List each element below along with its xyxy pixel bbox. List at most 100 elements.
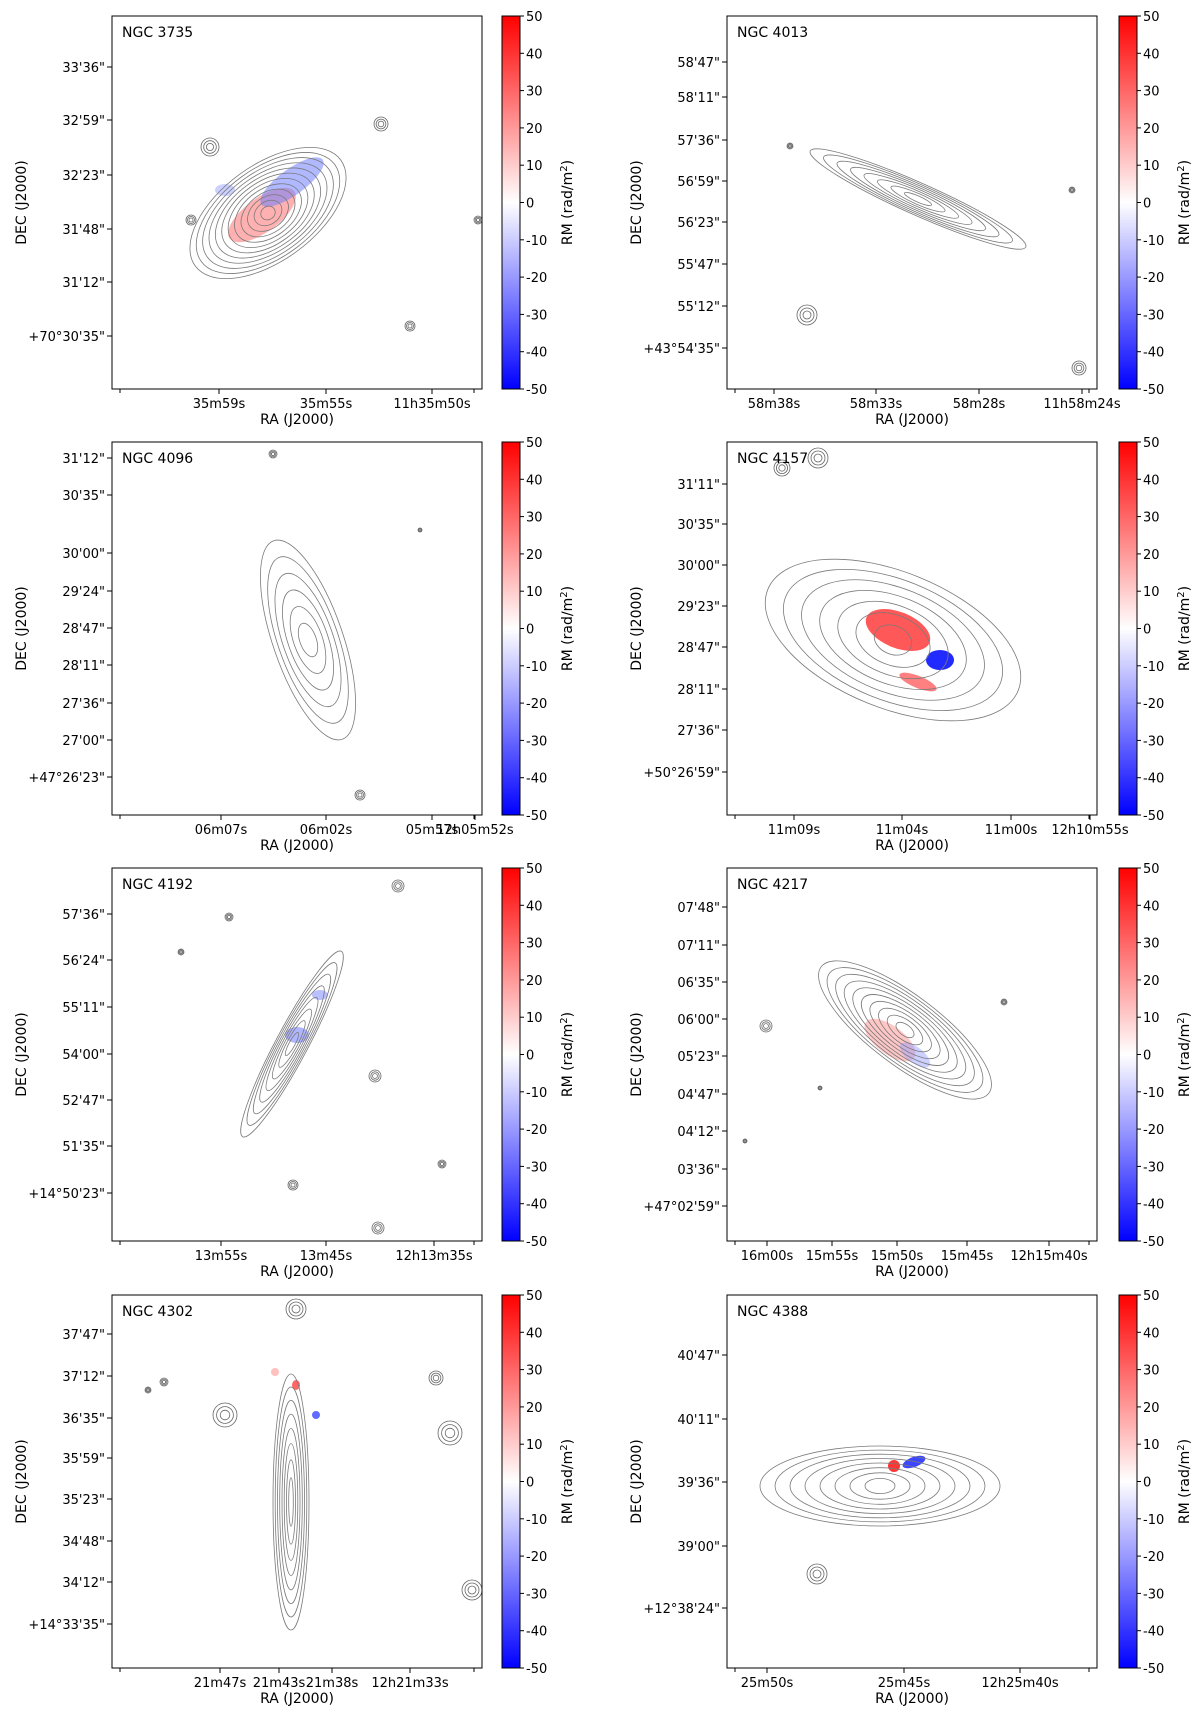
- background-source: [438, 1160, 446, 1168]
- contour: [260, 539, 356, 741]
- axes-frame: [111, 1294, 483, 1669]
- x-tick-label: 35m55s: [300, 397, 353, 412]
- contour: [834, 1467, 926, 1505]
- contour: [289, 606, 327, 674]
- colorbar-tick-label: -20: [1143, 1123, 1164, 1138]
- background-source: [203, 140, 217, 154]
- colorbar-tick-label: 10: [1143, 1438, 1160, 1453]
- colorbar-tick-label: -50: [1143, 1662, 1164, 1677]
- colorbar: 50 40 30 20 10 0 -10 -20 -30 -40 -50 RM (rad/m2): [501, 10, 576, 398]
- background-source: [417, 527, 423, 533]
- x-tick-label: 15m50s: [871, 1249, 924, 1264]
- contour: [878, 1007, 932, 1053]
- colorbar-tick-label: 20: [526, 1401, 543, 1416]
- colorbar-gradient: [1118, 867, 1138, 1242]
- contour: [823, 154, 1013, 244]
- background-source: [799, 307, 815, 323]
- background-source: [759, 1019, 773, 1033]
- y-tick-label: 28'47": [62, 622, 105, 637]
- rm-region: [271, 1368, 279, 1376]
- panel-ngc-4388: NGC 4388 40'47" 40'11" 39'36" 39'00" +12°38'2…: [629, 1289, 1193, 1707]
- panel-title: NGC 4388: [737, 1304, 808, 1320]
- rm-region: [899, 672, 937, 692]
- rm-region: [902, 1455, 926, 1469]
- x-tick-label: 11h58m24s: [1043, 397, 1121, 412]
- colorbar-tick-label: 0: [1143, 197, 1151, 212]
- contour: [260, 205, 276, 221]
- y-tick-label: 07'11": [677, 939, 720, 954]
- background-source: [430, 1372, 442, 1384]
- y-tick-label: 37'12": [62, 1370, 105, 1385]
- x-tick-label: 58m33s: [850, 397, 903, 412]
- panel-ngc-4157: NGC 4157 31'11" 30'35" 30'00" 29'23" 28'47" 28…: [629, 436, 1193, 854]
- contour: [835, 973, 975, 1087]
- background-source: [368, 1069, 382, 1083]
- contour: [240, 950, 344, 1138]
- y-axis-label: DEC (J2000): [14, 1012, 30, 1097]
- y-tick-label: +47°02'59": [643, 1200, 720, 1215]
- y-tick-label: 40'47": [677, 1349, 720, 1364]
- background-source: [395, 883, 401, 889]
- contour: [297, 622, 319, 658]
- background-source: [145, 1387, 151, 1393]
- colorbar-tick-label: -30: [526, 308, 547, 323]
- contour: [801, 579, 985, 701]
- background-source: [270, 451, 275, 456]
- colorbar-tick-label: 40: [526, 899, 543, 914]
- contour: [272, 1373, 310, 1631]
- colorbar-tick-label: -20: [526, 1123, 547, 1138]
- colorbar-tick-label: 40: [1143, 1326, 1160, 1341]
- background-source: [796, 304, 818, 326]
- background-source: [373, 1223, 383, 1233]
- background-source: [159, 1377, 169, 1387]
- plot-area: [112, 16, 482, 389]
- colorbar-tick-label: 30: [526, 1364, 543, 1379]
- colorbar-tick-label: 30: [1143, 85, 1160, 100]
- background-source: [1002, 1000, 1006, 1004]
- background-source: [742, 1138, 748, 1144]
- background-source: [461, 1579, 482, 1601]
- x-tick-label: 11m04s: [876, 823, 929, 838]
- panel-title: NGC 4192: [122, 877, 193, 893]
- image-layer: [759, 1445, 1001, 1585]
- contour: [279, 1413, 303, 1591]
- x-tick-label: 25m45s: [878, 1676, 931, 1691]
- colorbar-tick-label: -30: [1143, 734, 1164, 749]
- background-source: [205, 142, 214, 151]
- contour: [259, 985, 325, 1103]
- x-tick-label: 12h21m33s: [371, 1676, 449, 1691]
- background-source: [475, 217, 480, 222]
- contour: [278, 1020, 306, 1068]
- y-axis-label: DEC (J2000): [629, 1012, 645, 1097]
- contour: [195, 152, 341, 274]
- background-source: [1075, 364, 1083, 372]
- colorbar-tick-label: 40: [1143, 473, 1160, 488]
- colorbar-tick-label: -30: [526, 734, 547, 749]
- contour: [281, 1428, 301, 1576]
- axes-frame: [111, 15, 483, 390]
- image-layer: [786, 142, 1087, 376]
- background-source: [375, 118, 387, 130]
- background-source: [357, 792, 363, 798]
- background-source: [810, 450, 826, 466]
- plot-area: [727, 1295, 1097, 1668]
- colorbar-tick-label: -30: [1143, 1160, 1164, 1175]
- y-tick-label: 30'35": [677, 518, 720, 533]
- x-tick-label: 05m57s: [406, 823, 459, 838]
- rm-region: [215, 184, 235, 196]
- colorbar-tick-label: 50: [1143, 862, 1160, 877]
- colorbar-gradient: [1118, 1294, 1138, 1669]
- contour: [202, 157, 334, 269]
- y-tick-label: +43°54'35": [643, 342, 720, 357]
- contour: [904, 191, 932, 207]
- y-tick-label: +47°26'23": [28, 771, 105, 786]
- colorbar-tick-label: -40: [1143, 1625, 1164, 1640]
- x-tick-label: 12h15m40s: [1010, 1249, 1088, 1264]
- colorbar-tick-label: 30: [1143, 511, 1160, 526]
- panel-ngc-4217: NGC 421707'48"07'11"06'35"06'00"05'23"04…: [629, 862, 1193, 1280]
- colorbar-gradient: [501, 441, 521, 816]
- image-layer: [742, 960, 1008, 1144]
- x-tick-label: 06m07s: [195, 823, 248, 838]
- colorbar-tick-label: -20: [526, 271, 547, 286]
- colorbar: 50 40 30 20 10 0 -10 -20 -30 -40 -50 RM (rad/m2): [1118, 436, 1193, 824]
